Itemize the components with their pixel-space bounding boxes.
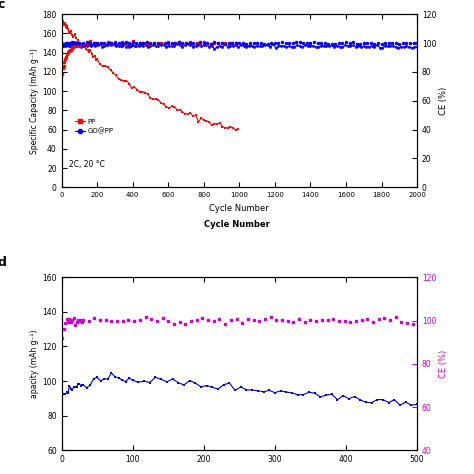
Y-axis label: CE (%): CE (%) [439, 350, 448, 378]
Y-axis label: CE (%): CE (%) [439, 87, 448, 115]
Text: Cycle Number: Cycle Number [204, 220, 270, 229]
Y-axis label: apacity (mAh g⁻¹): apacity (mAh g⁻¹) [30, 329, 39, 398]
X-axis label: Cycle Number: Cycle Number [210, 204, 269, 213]
Legend: PP, GO@PP: PP, GO@PP [72, 116, 116, 137]
Text: c: c [0, 0, 5, 11]
Text: 2C, 20 °C: 2C, 20 °C [69, 160, 105, 168]
Y-axis label: Specific Capacity (mAh g⁻¹): Specific Capacity (mAh g⁻¹) [30, 48, 39, 154]
Text: d: d [0, 255, 7, 269]
